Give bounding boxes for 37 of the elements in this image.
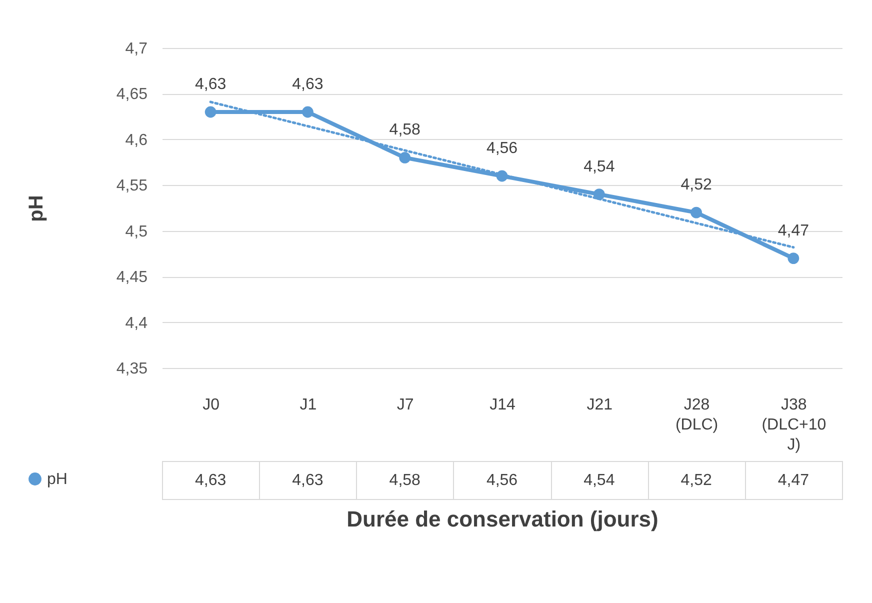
y-tick-label: 4,55 [116, 178, 148, 195]
text: 4,56 [486, 140, 518, 157]
text: 4,63 [292, 76, 324, 93]
point [788, 252, 800, 264]
x-axis-title: Durée de conservation (jours) [346, 506, 658, 532]
data-label: 4,52 [680, 472, 712, 489]
legend-label: pH [47, 471, 68, 488]
y-tick-label: 4,35 [116, 360, 148, 378]
data-label: 4,63 [195, 472, 226, 489]
x-tick-label: J1 [300, 396, 317, 414]
data-label: 4,63 [292, 472, 324, 489]
text: 4,58 [389, 122, 420, 139]
text: 4,63 [195, 76, 226, 93]
y-tick-label: 4,4 [125, 314, 148, 332]
x-tick-label: J0 [202, 396, 220, 414]
data-label: 4,56 [486, 472, 518, 489]
data-label: 4,47 [778, 472, 810, 489]
point [302, 106, 314, 118]
point [690, 206, 702, 218]
data-label: 4,58 [389, 472, 421, 489]
x-tick-label: J7 [396, 396, 414, 414]
y-tick-label: 4,65 [116, 86, 148, 104]
y-axis-title: pH [25, 195, 48, 222]
x-tick-label: J21 [586, 396, 613, 414]
point [399, 152, 411, 164]
data-label: 4,54 [584, 472, 615, 489]
x-tick-label: J14 [490, 396, 516, 414]
y-tick-label: 4,45 [116, 269, 148, 286]
text: 4,52 [680, 176, 712, 194]
y-tick-label: 4,5 [125, 223, 148, 240]
point [204, 106, 216, 118]
x-tick-label: J38 (DLC+10 J) [762, 396, 826, 454]
y-tick-label: 4,6 [125, 132, 148, 149]
x-tick-label: J28 (DLC) [675, 396, 718, 434]
y-tick-label: 4,7 [125, 40, 148, 58]
text: 4,47 [778, 222, 809, 240]
text: 4,54 [584, 158, 615, 176]
